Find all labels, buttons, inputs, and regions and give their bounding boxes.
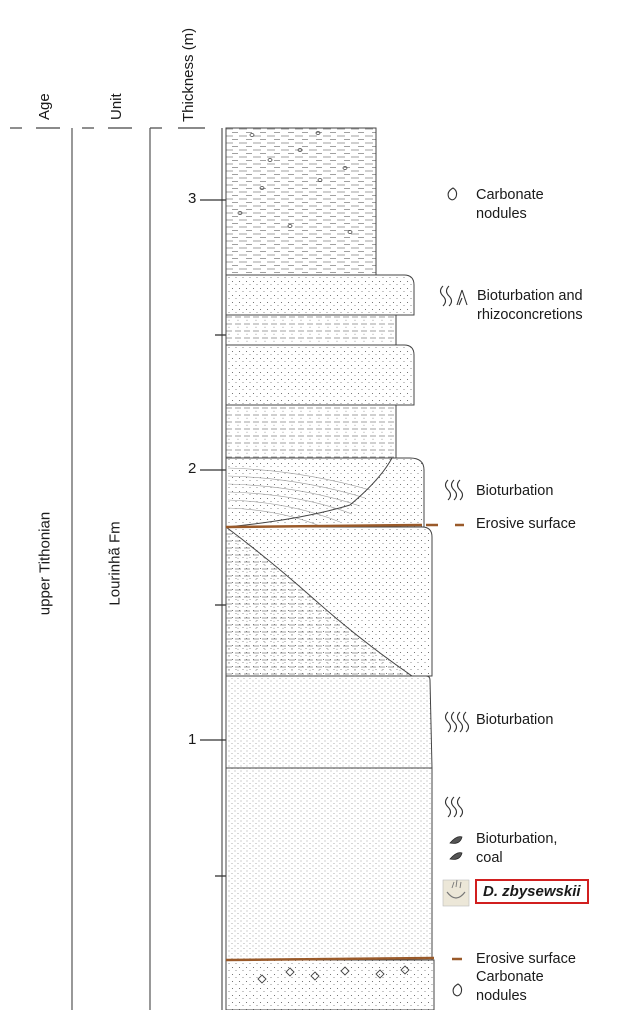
annotation-bioturbation-rhizo: Bioturbation and rhizoconcretions — [477, 287, 583, 325]
thickness-tick-1: 1 — [188, 731, 197, 748]
thickness-tick-3: 3 — [188, 190, 197, 207]
age-label: upper Tithonian — [36, 511, 54, 616]
thickness-tick-2: 2 — [188, 460, 197, 477]
annotation-line: Bioturbation, — [476, 831, 558, 847]
annotation-carbonate-nodules-bottom: Carbonate nodules — [476, 968, 544, 1006]
annotation-bioturbation-coal: Bioturbation, coal — [476, 830, 557, 868]
annotation-line: Carbonate — [476, 969, 544, 985]
annotation-erosive-surface-a: Erosive surface — [476, 516, 576, 532]
annotation-line: Carbonate — [476, 187, 544, 203]
annotation-bioturbation-a: Bioturbation — [476, 483, 554, 499]
species-label: D. zbysewskii — [475, 879, 589, 904]
annotation-line: rhizoconcretions — [477, 307, 583, 323]
annotation-erosive-surface-b: Erosive surface — [476, 951, 576, 967]
annotation-line: nodules — [476, 206, 527, 222]
annotation-line: coal — [476, 850, 503, 866]
annotation-bioturbation-b: Bioturbation — [476, 712, 554, 728]
annotation-carbonate-nodules-top: Carbonate nodules — [476, 186, 544, 224]
annotation-line: Bioturbation and — [477, 288, 583, 304]
unit-label: Lourinhã Fm — [106, 521, 124, 606]
annotation-line: nodules — [476, 988, 527, 1004]
